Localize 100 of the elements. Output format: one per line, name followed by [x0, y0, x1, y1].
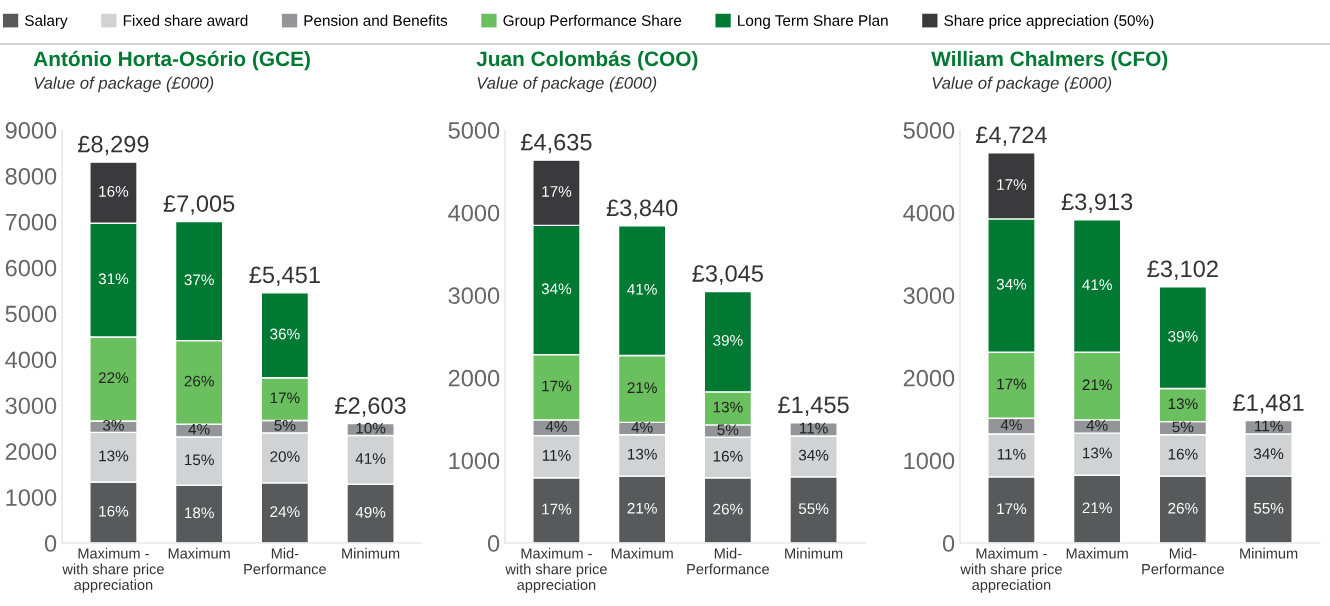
annotation: 41% [627, 284, 657, 295]
total-label: £3,045 [692, 265, 763, 285]
x-tick-label: Maximum [611, 547, 673, 559]
x-tick-label: Maximum [168, 547, 230, 559]
annotation: 26% [1168, 502, 1198, 514]
annotation: 13% [628, 448, 657, 460]
y-tick-label: 1000 [449, 452, 500, 470]
x-tick-label: Maximum [1066, 547, 1128, 559]
chart-title: William Chalmers (CFO) [931, 50, 1168, 71]
chart-subtitle: Value of package (£000) [477, 76, 657, 93]
annotation: 49% [355, 506, 386, 518]
annotation: 26% [713, 503, 743, 515]
annotation: 41% [355, 453, 386, 464]
annotation: 36% [270, 328, 300, 340]
y-tick-label: 3000 [448, 287, 500, 304]
annotation: 16% [713, 450, 743, 462]
total-label: £1,481 [1233, 394, 1304, 414]
y-tick-label: 5000 [903, 122, 955, 139]
annotation: 4% [1086, 419, 1108, 431]
x-tick-label: Mid- Performance [1142, 547, 1224, 575]
annotation: 4% [545, 421, 567, 432]
x-tick-label: Maximum - with share price appreciation [505, 547, 607, 593]
total-label: £3,913 [1061, 193, 1133, 213]
y-tick-label: 5000 [448, 122, 500, 139]
legend-label: Fixed share award [123, 14, 248, 26]
annotation: 17% [542, 380, 572, 392]
y-tick-label: 4000 [448, 204, 500, 222]
x-tick-label: Minimum [1240, 547, 1298, 559]
annotation: 13% [713, 401, 743, 413]
x-tick-label: Mid- Performance [687, 547, 769, 575]
annotation: 17% [542, 503, 572, 515]
total-label: £2,603 [335, 397, 406, 417]
annotation: 13% [1168, 398, 1198, 410]
annotation: 21% [627, 382, 657, 393]
annotation: 5% [1172, 421, 1194, 433]
annotation: 20% [270, 451, 300, 462]
annotation: 34% [541, 283, 572, 295]
y-tick-label: 1000 [6, 489, 57, 506]
annotation: 21% [1082, 379, 1112, 391]
annotation: 34% [1253, 448, 1284, 460]
annotation: 11% [542, 450, 571, 461]
total-label: £8,299 [77, 135, 149, 156]
annotation: 4% [631, 421, 653, 433]
annotation: 21% [1082, 502, 1112, 514]
y-tick-label: 2000 [903, 369, 955, 387]
annotation: 26% [184, 375, 214, 387]
y-tick-label: 0 [942, 535, 955, 552]
y-tick-label: 2000 [448, 369, 500, 387]
y-tick-label: 0 [487, 535, 500, 552]
chart-title: Juan Colombás (COO) [476, 50, 698, 71]
annotation: 21% [627, 502, 657, 514]
y-tick-label: 8000 [5, 167, 57, 185]
legend-label: Pension and Benefits [304, 14, 448, 26]
total-label: £5,451 [249, 266, 320, 287]
annotation: 55% [798, 503, 829, 515]
annotation: 17% [270, 392, 300, 404]
y-tick-label: 5000 [5, 305, 57, 323]
annotation: 3% [102, 419, 124, 431]
annotation: 16% [1168, 448, 1198, 460]
annotation: 5% [274, 420, 296, 431]
annotation: 39% [1168, 330, 1198, 342]
total-label: £3,102 [1147, 260, 1218, 280]
total-label: £1,455 [778, 396, 849, 416]
annotation: 39% [713, 334, 743, 346]
annotation: 4% [188, 423, 210, 435]
x-tick-label: Maximum - with share price appreciation [62, 547, 164, 593]
x-tick-label: Minimum [785, 547, 843, 559]
annotation: 15% [185, 454, 214, 466]
total-label: £3,840 [606, 199, 678, 219]
x-tick-label: Maximum - with share price appreciation [960, 547, 1062, 593]
annotation: 31% [98, 273, 129, 285]
annotation: 4% [1000, 419, 1022, 431]
legend-label: Share price appreciation (50%) [944, 14, 1154, 29]
annotation: 13% [1083, 447, 1112, 459]
annotation: 55% [1253, 502, 1284, 514]
y-tick-label: 7000 [5, 213, 57, 231]
annotation: 13% [99, 450, 129, 462]
y-tick-label: 4000 [5, 351, 57, 369]
chart-subtitle: Value of package (£000) [932, 76, 1112, 93]
annotation: 22% [98, 372, 129, 383]
annotation: 34% [996, 278, 1027, 290]
annotation: 16% [99, 185, 129, 197]
legend-label: Long Term Share Plan [738, 14, 888, 29]
annotation: 11% [997, 448, 1026, 460]
annotation: 5% [717, 424, 739, 436]
chart-subtitle: Value of package (£000) [34, 76, 214, 93]
x-tick-label: Minimum [342, 547, 400, 559]
annotation: 17% [997, 503, 1027, 514]
chart-title: António Horta-Osório (GCE) [33, 50, 310, 71]
x-tick-label: Mid- Performance [244, 547, 326, 575]
annotation: 37% [184, 274, 214, 286]
annotation: 18% [185, 507, 214, 519]
total-label: £4,724 [975, 126, 1047, 146]
annotation: 17% [997, 378, 1027, 390]
annotation: 11% [800, 422, 828, 434]
y-tick-label: 3000 [903, 287, 955, 304]
annotation: 11% [1255, 420, 1283, 432]
annotation: 17% [997, 179, 1027, 190]
y-tick-label: 2000 [5, 443, 57, 461]
legend-label: Group Performance Share [503, 14, 682, 29]
